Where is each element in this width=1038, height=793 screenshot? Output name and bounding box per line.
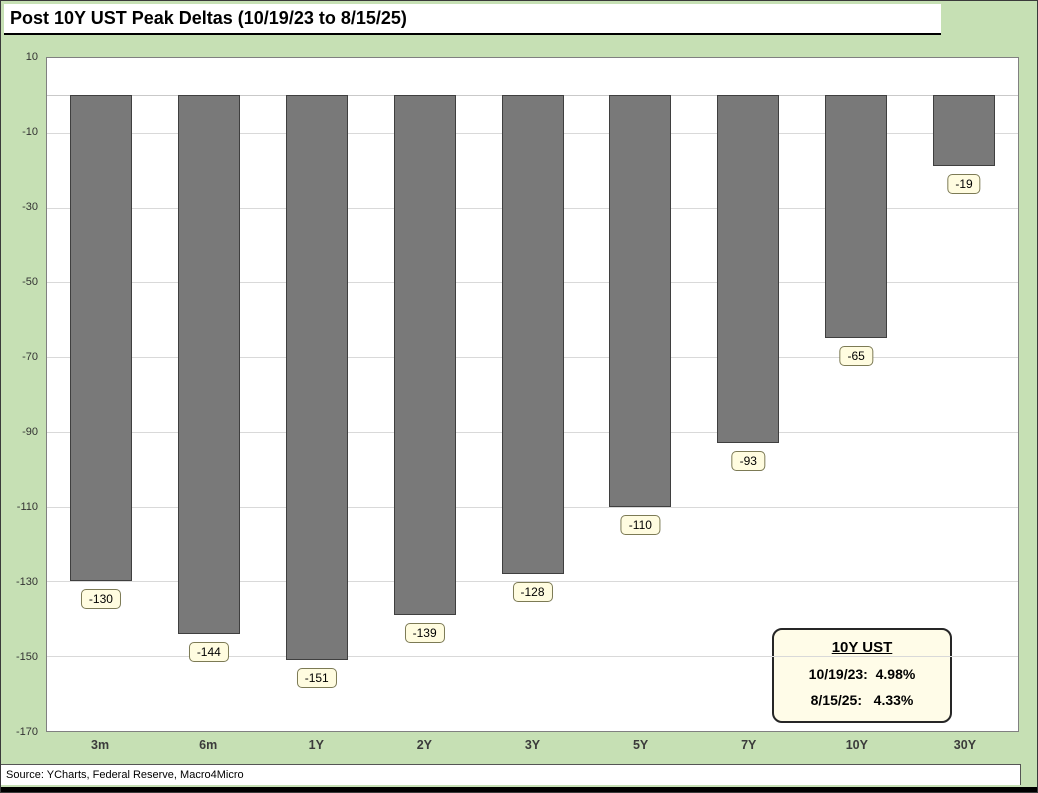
x-tick-label: 7Y: [741, 738, 757, 752]
chart-title: Post 10Y UST Peak Deltas (10/19/23 to 8/…: [4, 4, 941, 35]
x-tick-label: 2Y: [416, 738, 433, 752]
x-tick-label: 3m: [91, 738, 110, 752]
bar-value-label: -151: [296, 667, 337, 688]
bar-30Y: [933, 95, 996, 167]
x-tick-label: 3Y: [524, 738, 541, 752]
gridline: [47, 656, 1018, 658]
y-tick-label: -10: [22, 125, 38, 138]
x-tick-label: 5Y: [632, 738, 649, 752]
x-tick-label: 10Y: [845, 738, 868, 752]
bar-7Y: [717, 95, 780, 444]
bar-3m: [69, 95, 132, 582]
bar-value-label: -110: [620, 514, 660, 535]
bar-value-label: -128: [512, 581, 553, 602]
bar-value-label: -19: [947, 174, 981, 195]
bar-6m: [177, 95, 240, 634]
plot-area: 10 -10 -30 -50 -70 -90 -110 -130 -150 -170 10Y US…: [16, 51, 1019, 738]
legend-title: 10Y UST: [831, 639, 893, 656]
y-tick-label: 10: [25, 51, 38, 63]
y-tick-label: -30: [22, 200, 38, 213]
bar-5Y: [609, 95, 672, 507]
bar-value-label: -130: [80, 589, 121, 610]
x-axis-labels: 3m 6m 1Y 2Y 3Y 5Y 7Y 10Y 30Y: [46, 732, 1019, 758]
legend-line-start: 10/19/23: 4.98%: [808, 666, 916, 682]
bar-value-label: -144: [188, 641, 229, 662]
bar-1Y: [285, 95, 348, 660]
y-tick-label: -150: [15, 650, 38, 663]
legend-line-end: 8/15/25: 4.33%: [810, 692, 914, 708]
bar-10Y: [825, 95, 888, 339]
bar-2Y: [393, 95, 456, 616]
y-tick-label: -170: [15, 726, 38, 738]
y-tick-label: -50: [22, 276, 38, 288]
bottom-border: [1, 787, 1037, 792]
y-tick-label: -110: [16, 501, 38, 513]
y-axis: 10 -10 -30 -50 -70 -90 -110 -130 -150 -170: [2, 51, 42, 738]
bar-value-label: -65: [839, 346, 873, 367]
x-tick-label: 1Y: [308, 738, 324, 752]
y-tick-label: -70: [22, 350, 38, 363]
gridline: [47, 581, 1018, 583]
y-tick-label: -90: [22, 426, 38, 438]
y-tick-label: -130: [15, 576, 38, 588]
bar-value-label: -93: [731, 451, 765, 472]
source-note: Source: YCharts, Federal Reserve, Macro4…: [1, 764, 1021, 785]
bar-value-label: -139: [404, 623, 445, 644]
bar-3Y: [501, 95, 564, 574]
legend-box: 10Y UST 10/19/23: 4.98% 8/15/25: 4.33%: [772, 628, 952, 723]
x-tick-label: 30Y: [953, 738, 977, 752]
x-tick-label: 6m: [199, 738, 218, 752]
